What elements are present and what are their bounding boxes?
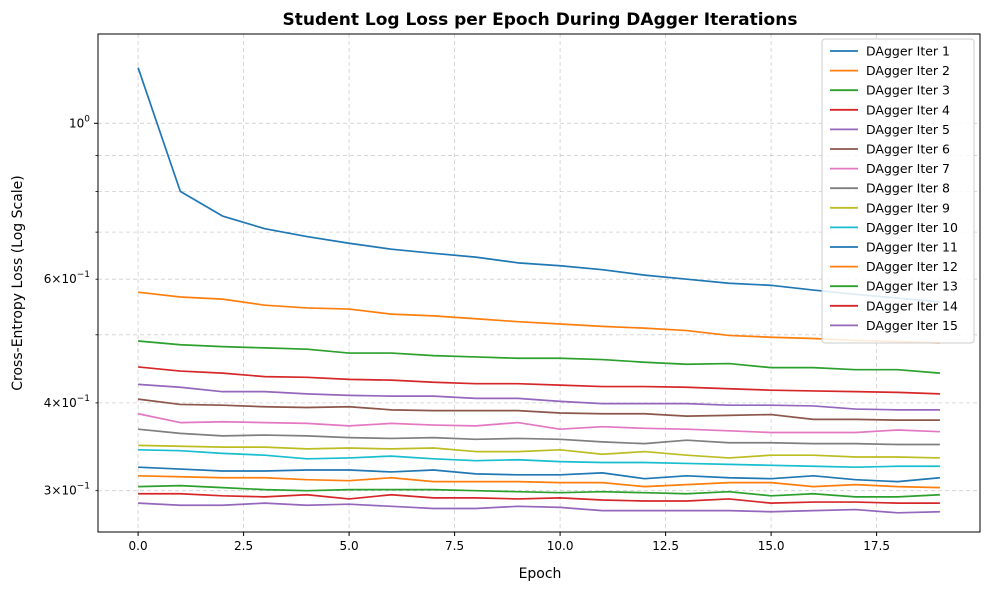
x-tick-label: 12.5 (652, 539, 679, 553)
series-line (138, 366, 940, 395)
legend-entry-label: DAgger Iter 8 (866, 181, 950, 196)
series-line (137, 291, 940, 344)
series-line (138, 444, 940, 459)
legend-entry-label: DAgger Iter 7 (866, 161, 950, 176)
x-axis: 0.0 2.5 5.0 7.5 10.0 12.5 15.0 17.5 (129, 532, 890, 553)
x-tick-label: 10.0 (547, 539, 574, 553)
legend-entry-label: DAgger Iter 2 (866, 63, 950, 78)
legend-entry-label: DAgger Iter 11 (866, 240, 958, 255)
y-minor-tick-label: 4×10−1 (44, 394, 90, 410)
series-line (138, 484, 940, 498)
x-tick-label: 0.0 (129, 539, 148, 553)
y-minor-tick-label: 6×10−1 (44, 270, 90, 286)
legend: DAgger Iter 1 DAgger Iter 2 DAgger Iter 3 D… (821, 38, 975, 344)
series-line (138, 474, 940, 489)
series-line (138, 466, 940, 483)
y-axis: 100 3×10−1 4×10−1 6×10−1 (44, 114, 98, 498)
x-tick-label: 15.0 (758, 539, 785, 553)
legend-entry-label: DAgger Iter 3 (866, 83, 950, 98)
x-tick-label: 7.5 (445, 539, 464, 553)
legend-entry-label: DAgger Iter 4 (866, 102, 950, 117)
x-tick-label: 5.0 (340, 539, 359, 553)
series-line (138, 340, 940, 374)
y-minor-tick-label: 3×10−1 (44, 482, 90, 498)
chart-title: Student Log Loss per Epoch During DAgger… (283, 10, 798, 30)
legend-entry-label: DAgger Iter 5 (866, 122, 950, 137)
series-line (138, 492, 940, 504)
legend-entry-label: DAgger Iter 9 (866, 200, 950, 215)
y-tick-label: 100 (69, 114, 90, 130)
series-line (137, 412, 940, 434)
legend-entry-label: DAgger Iter 12 (866, 259, 958, 274)
legend-entry-label: DAgger Iter 14 (866, 298, 958, 313)
y-axis-label: Cross-Entropy Loss (Log Scale) (10, 175, 26, 390)
legend-entry-label: DAgger Iter 6 (866, 142, 950, 157)
legend-entry-label: DAgger Iter 15 (866, 318, 958, 333)
x-tick-label: 2.5 (234, 539, 253, 553)
x-tick-label: 17.5 (863, 539, 890, 553)
x-axis-label: Epoch (519, 566, 562, 582)
series-line (138, 448, 940, 469)
plot-frame (97, 33, 981, 533)
series-line (138, 383, 940, 411)
series-lines (137, 67, 940, 514)
series-line (138, 428, 940, 446)
legend-entry-label: DAgger Iter 10 (866, 220, 958, 235)
series-line (137, 398, 940, 421)
legend-entry-label: DAgger Iter 1 (866, 44, 950, 59)
series-line (138, 502, 940, 514)
series-line (137, 67, 940, 303)
legend-entry-label: DAgger Iter 13 (866, 279, 958, 294)
legend-box (821, 38, 975, 344)
